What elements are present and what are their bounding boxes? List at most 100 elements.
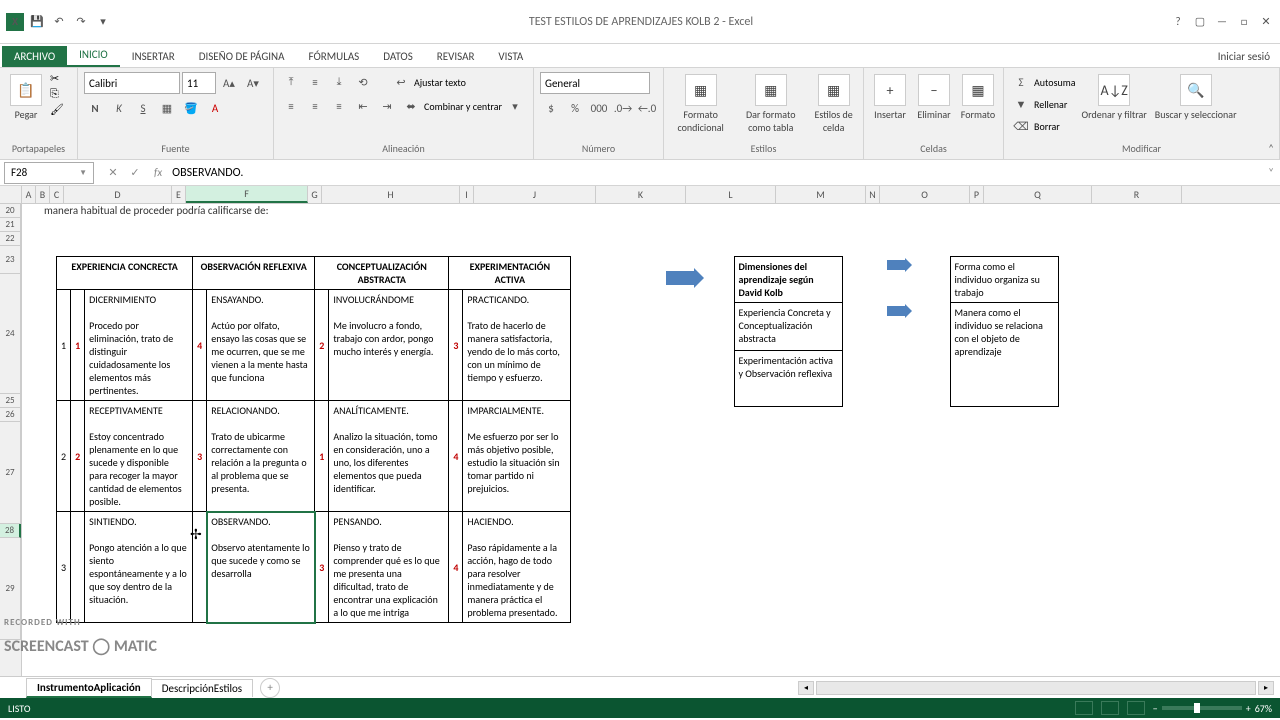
- align-middle-icon[interactable]: ≡: [304, 72, 326, 92]
- tab-revisar[interactable]: REVISAR: [425, 46, 487, 67]
- col-header-D[interactable]: D: [64, 186, 172, 203]
- zoom-out-icon[interactable]: −: [1153, 702, 1158, 715]
- underline-button[interactable]: S: [132, 98, 154, 118]
- decrease-font-icon[interactable]: A▾: [242, 73, 264, 93]
- merge-label[interactable]: Combinar y centrar: [424, 100, 502, 113]
- align-bottom-icon[interactable]: ⤓: [328, 72, 350, 92]
- cells-area[interactable]: manera habitual de proceder podría calif…: [22, 204, 1280, 676]
- col-header-J[interactable]: J: [474, 186, 596, 203]
- row2-c4-score[interactable]: 4: [449, 401, 463, 512]
- col-header-M[interactable]: M: [776, 186, 866, 203]
- tab-inicio[interactable]: INICIO: [67, 44, 120, 67]
- border-icon[interactable]: ▦: [156, 98, 178, 118]
- ribbon-options-icon[interactable]: ▢: [1190, 13, 1210, 31]
- col-header-Q[interactable]: Q: [984, 186, 1092, 203]
- col-header-E[interactable]: E: [172, 186, 186, 203]
- row-header-22[interactable]: 22: [0, 232, 21, 246]
- number-format-select[interactable]: [540, 72, 650, 94]
- row1-c4-score[interactable]: 3: [449, 290, 463, 401]
- expand-formula-icon[interactable]: ˅: [1262, 166, 1280, 179]
- row2-c3-score[interactable]: 1: [315, 401, 329, 512]
- row-header-24[interactable]: 24: [0, 274, 21, 394]
- sheet-tab-2[interactable]: DescripciónEstilos: [151, 679, 253, 697]
- row3-c1-score[interactable]: [71, 512, 85, 623]
- row2-c4[interactable]: IMPARCIALMENTE.Me esfuerzo por ser lo má…: [463, 401, 571, 512]
- insert-cells-button[interactable]: +Insertar: [870, 72, 910, 123]
- increase-decimal-icon[interactable]: .0→: [612, 98, 634, 118]
- col-header-F[interactable]: F: [186, 186, 308, 203]
- scroll-left-icon[interactable]: ◂: [798, 681, 814, 695]
- minimize-icon[interactable]: —: [1212, 13, 1232, 31]
- col-header-O[interactable]: O: [880, 186, 970, 203]
- row-header-21[interactable]: 21: [0, 218, 21, 232]
- view-normal-icon[interactable]: [1075, 701, 1093, 715]
- row3-c1[interactable]: SINTIENDO.Pongo atención a lo que siento…: [85, 512, 193, 623]
- fx-icon[interactable]: fx: [150, 166, 166, 179]
- view-pagebreak-icon[interactable]: [1127, 701, 1145, 715]
- paste-button[interactable]: 📋Pegar: [6, 72, 46, 123]
- col-header-N[interactable]: N: [866, 186, 880, 203]
- row1-c2-score[interactable]: 4: [193, 290, 207, 401]
- delete-cells-button[interactable]: −Eliminar: [914, 72, 954, 123]
- row-header-27[interactable]: 27: [0, 422, 21, 524]
- row1-c3[interactable]: INVOLUCRÁNDOMEMe involucro a fondo, trab…: [329, 290, 449, 401]
- font-size-input[interactable]: [182, 72, 216, 94]
- namebox-dropdown-icon[interactable]: ▼: [79, 168, 87, 178]
- orientation-icon[interactable]: ⟲: [352, 72, 374, 92]
- conditional-format-button[interactable]: ▦Formato condicional: [670, 72, 731, 136]
- row3-c4-score[interactable]: 4: [449, 512, 463, 623]
- signin-link[interactable]: Iniciar sesió: [1208, 46, 1280, 67]
- zoom-level[interactable]: 67%: [1255, 702, 1272, 715]
- row2-c2[interactable]: RELACIONANDO.Trato de ubicarme correctam…: [207, 401, 315, 512]
- view-layout-icon[interactable]: [1101, 701, 1119, 715]
- add-sheet-button[interactable]: +: [260, 678, 280, 698]
- close-icon[interactable]: ✕: [1256, 13, 1276, 31]
- format-cells-button[interactable]: ▦Formato: [958, 72, 998, 123]
- row-header-20[interactable]: 20: [0, 204, 21, 218]
- increase-indent-icon[interactable]: ⇥: [376, 96, 398, 116]
- currency-icon[interactable]: $: [540, 98, 562, 118]
- fill-color-icon[interactable]: 🪣: [180, 98, 202, 118]
- collapse-ribbon-icon[interactable]: ˄: [1268, 142, 1274, 155]
- zoom-in-icon[interactable]: +: [1246, 702, 1251, 715]
- enter-formula-icon[interactable]: ✓: [126, 166, 144, 179]
- sort-filter-button[interactable]: A↓ZOrdenar y filtrar: [1080, 72, 1149, 123]
- row2-c3[interactable]: ANALÍTICAMENTE.Analizo la situación, tom…: [329, 401, 449, 512]
- scroll-track[interactable]: [816, 681, 1256, 695]
- row2-c1-score[interactable]: 2: [71, 401, 85, 512]
- font-color-icon[interactable]: A: [204, 98, 226, 118]
- row-header-26[interactable]: 26: [0, 408, 21, 422]
- cancel-formula-icon[interactable]: ✕: [104, 166, 122, 179]
- col-header-H[interactable]: H: [322, 186, 460, 203]
- format-table-button[interactable]: ▦Dar formato como tabla: [735, 72, 806, 136]
- merge-dropdown-icon[interactable]: ▾: [504, 96, 526, 116]
- align-center-icon[interactable]: ≡: [304, 96, 326, 116]
- format-painter-icon[interactable]: 🖌: [50, 103, 64, 116]
- row-header-28[interactable]: 28: [0, 524, 21, 538]
- row1-c1[interactable]: DICERNIMIENTOProcedo por eliminación, tr…: [85, 290, 193, 401]
- row1-c1-score[interactable]: 1: [71, 290, 85, 401]
- scroll-right-icon[interactable]: ▸: [1258, 681, 1274, 695]
- help-icon[interactable]: ?: [1168, 13, 1188, 31]
- tab-vista[interactable]: VISTA: [486, 46, 535, 67]
- merge-icon[interactable]: ⬌: [400, 96, 422, 116]
- col-header-R[interactable]: R: [1092, 186, 1182, 203]
- zoom-control[interactable]: − + 67%: [1153, 702, 1272, 715]
- row2-c2-score[interactable]: 3: [193, 401, 207, 512]
- formula-input[interactable]: OBSERVANDO.: [166, 166, 1262, 180]
- wrap-text-icon[interactable]: ↩: [390, 72, 412, 92]
- font-name-input[interactable]: [84, 72, 180, 94]
- row3-c3-score[interactable]: 3: [315, 512, 329, 623]
- decrease-indent-icon[interactable]: ⇤: [352, 96, 374, 116]
- qa-dropdown-icon[interactable]: ▾: [94, 13, 112, 31]
- thousands-icon[interactable]: 000: [588, 98, 610, 118]
- wrap-text-label[interactable]: Ajustar texto: [414, 76, 466, 89]
- row3-c2-selected[interactable]: OBSERVANDO.Observo atentamente lo que su…: [207, 512, 315, 623]
- autosum-icon[interactable]: Σ: [1010, 72, 1032, 92]
- copy-icon[interactable]: ⎘: [50, 87, 64, 101]
- align-left-icon[interactable]: ≡: [280, 96, 302, 116]
- align-top-icon[interactable]: ⤒: [280, 72, 302, 92]
- col-header-A[interactable]: A: [22, 186, 36, 203]
- row-header-23[interactable]: 23: [0, 246, 21, 274]
- fill-icon[interactable]: ▼: [1010, 94, 1032, 114]
